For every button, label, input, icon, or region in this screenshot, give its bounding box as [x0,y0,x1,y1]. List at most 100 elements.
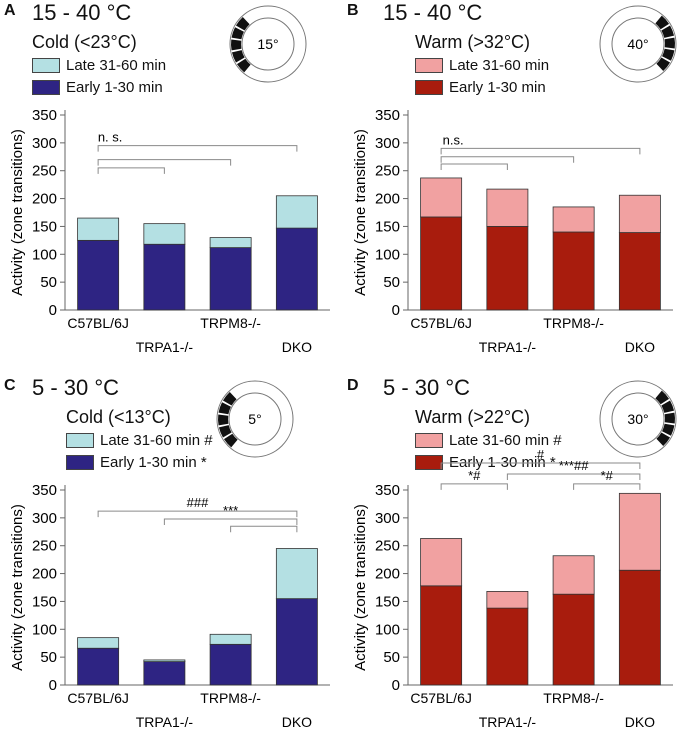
legend-label-early: Early 1-30 min * [100,453,207,471]
dial-label: 5° [248,411,261,427]
dial-outer-ring [599,380,677,458]
dial-outer-ring [216,380,294,458]
x-category-label: TRPM8-/- [543,315,604,331]
panel-subtitle: Warm (>32°C) [415,32,531,52]
significance-bracket [573,483,641,490]
significance-label: *# [468,468,481,483]
bar-early [77,239,120,311]
legend-label-early: Early 1-30 min * [449,453,556,471]
significance-bracket [97,159,232,166]
y-tick-label: 50 [383,649,400,666]
y-tick-label: 250 [32,163,57,180]
y-axis-label: Activity (zone transitions) [352,504,369,671]
y-tick-label: 150 [375,218,400,235]
legend: Late 31-60 min Early 1-30 min [32,54,166,98]
legend: Late 31-60 min # Early 1-30 min * [415,429,562,473]
panel-letter: A [4,2,16,19]
dial-segment [218,414,229,426]
legend-label-early: Early 1-30 min [449,78,546,96]
x-category-label: TRPA1-/- [479,714,537,730]
y-axis-label: Activity (zone transitions) [352,129,369,296]
dial-segment [235,16,250,31]
y-tick-label: 100 [32,246,57,263]
panel-a: A 15 - 40 °C Cold (<23°C) Late 31-60 min… [0,0,343,375]
significance-bracket [97,167,165,174]
significance-label: ### [187,495,209,510]
significance-bracket [440,147,641,155]
bar-late [77,217,120,241]
dial-segment [236,58,251,73]
bar-late [618,492,661,571]
panel-letter: D [347,377,359,394]
legend-item-late: Late 31-60 min [32,54,166,76]
y-tick-label: 150 [375,593,400,610]
y-tick-label: 300 [375,510,400,527]
bar-early [486,226,529,311]
y-tick-label: 150 [32,593,57,610]
bar-early [143,243,186,311]
x-category-label: TRPM8-/- [200,315,261,331]
bar-late [143,223,186,245]
dial-inner-ring [241,17,295,71]
y-tick-label: 0 [49,677,57,694]
significance-label: ***## [559,458,589,473]
legend-label-late: Late 31-60 min # [449,431,562,449]
bar-chart: Activity (zone transitions) 0 50 100 150 200 2… [9,107,330,355]
legend-swatch-late [415,57,443,73]
dial-segment [218,402,231,415]
x-category-label: TRPM8-/- [543,690,604,706]
dial-segment [231,27,244,40]
x-category-label: DKO [282,714,312,730]
bar-late [552,206,595,233]
significance-label: n.s. [443,132,464,147]
y-tick-label: 250 [375,163,400,180]
legend: Late 31-60 min Early 1-30 min [415,54,549,98]
dial-segment [223,433,238,448]
bar-early [77,647,120,686]
panel-title: 5 - 30 °C [383,375,471,400]
y-tick-label: 0 [392,302,400,319]
legend-item-early: Early 1-30 min * [66,451,213,473]
bar-late [275,548,318,600]
panel-c: C 5 - 30 °C Cold (<13°C) Late 31-60 min … [0,375,343,750]
bar-late [552,555,595,595]
panel-letter: C [4,377,16,394]
y-tick-label: 50 [383,274,400,291]
dial-segment [661,400,675,413]
legend-item-late: Late 31-60 min # [415,429,562,451]
legend-swatch-late [66,432,94,448]
significance-bracket [230,525,298,533]
dial-segment [664,412,675,424]
dial-segment [656,432,671,447]
bar-chart: Activity (zone transitions) 0 50 100 150 200 2… [352,447,673,730]
bar-early [618,232,661,311]
dial-label: 30° [627,411,648,427]
y-tick-label: 250 [375,538,400,555]
x-category-label: C57BL/6J [410,690,471,706]
significance-label: *# [601,468,614,483]
bar-early [420,216,463,311]
bar-early [552,231,595,311]
dial-inner-ring [611,392,665,446]
panel-title: 15 - 40 °C [32,0,132,25]
legend-swatch-late [32,57,60,73]
legend-swatch-early [415,79,443,95]
bar-late [209,633,252,645]
x-category-label: DKO [282,339,312,355]
x-category-label: TRPA1-/- [136,714,194,730]
significance-label: n. s. [98,130,123,145]
bar-late [209,237,252,248]
y-tick-label: 200 [375,566,400,583]
y-tick-label: 100 [32,621,57,638]
dial-outer-ring [229,5,307,83]
legend-label-late: Late 31-60 min [66,56,167,74]
temperature-dial-icon: 40° [599,5,677,83]
bar-late [420,538,463,587]
x-category-label: C57BL/6J [67,315,128,331]
y-tick-label: 100 [375,621,400,638]
y-tick-label: 350 [32,107,57,124]
y-tick-label: 350 [375,482,400,499]
significance-bracket [506,473,641,480]
legend-label-late: Late 31-60 min [449,56,550,74]
bar-early [275,598,318,686]
